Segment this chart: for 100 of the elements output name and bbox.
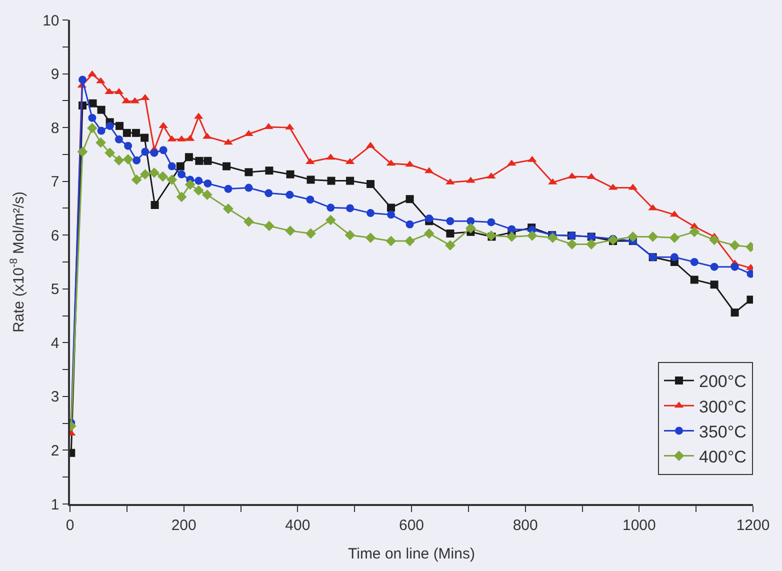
- legend-label: 300°C: [699, 397, 746, 416]
- point: [77, 146, 88, 157]
- point: [97, 106, 106, 114]
- point: [114, 155, 124, 166]
- point: [346, 176, 354, 185]
- point: [88, 99, 97, 108]
- point: [466, 217, 475, 226]
- point: [710, 262, 718, 271]
- x-tick-label: 0: [66, 516, 74, 534]
- point: [176, 192, 187, 202]
- y-tick-label: 9: [50, 66, 60, 84]
- x-tick-label: 1000: [622, 516, 656, 534]
- point: [158, 171, 168, 182]
- point: [730, 240, 740, 251]
- y-tick-label: 3: [50, 388, 60, 406]
- point: [526, 230, 538, 241]
- point: [709, 234, 720, 246]
- point: [122, 128, 131, 137]
- point: [286, 170, 294, 178]
- point: [244, 216, 254, 227]
- point: [204, 179, 212, 188]
- point: [586, 239, 597, 250]
- point: [96, 137, 106, 148]
- legend-label: 350°C: [699, 422, 746, 442]
- point: [424, 228, 434, 239]
- point: [365, 232, 376, 243]
- point: [306, 196, 314, 204]
- point: [608, 234, 618, 246]
- point: [140, 169, 150, 180]
- y-tick-label: 4: [50, 334, 60, 352]
- y-tick-label: 1: [50, 496, 60, 514]
- point: [149, 168, 160, 178]
- point: [244, 184, 253, 192]
- point: [132, 156, 141, 164]
- point: [87, 122, 98, 134]
- point: [689, 226, 700, 238]
- point: [184, 153, 193, 162]
- point: [445, 240, 456, 251]
- point: [166, 174, 178, 185]
- point: [222, 162, 231, 170]
- x-tick-label: 800: [512, 516, 538, 534]
- point: [730, 262, 739, 271]
- point: [404, 236, 415, 246]
- y-tick-label: 2: [50, 442, 60, 460]
- point: [690, 276, 698, 284]
- point: [97, 126, 106, 135]
- point: [730, 308, 739, 317]
- y-tick-label: 7: [50, 174, 60, 191]
- point: [325, 214, 336, 226]
- point: [306, 228, 316, 239]
- point: [285, 226, 296, 236]
- point: [140, 134, 149, 142]
- point: [116, 122, 124, 130]
- point: [286, 190, 294, 199]
- x-tick-label: 1200: [736, 516, 770, 534]
- point: [425, 214, 434, 222]
- point: [566, 239, 578, 250]
- point: [132, 128, 140, 137]
- point: [131, 174, 142, 185]
- point: [122, 154, 134, 164]
- point: [178, 170, 186, 178]
- legend-label: 200°C: [699, 372, 746, 392]
- x-axis-title: Time on line (Mins): [348, 545, 475, 562]
- point: [366, 209, 375, 218]
- point: [387, 204, 396, 212]
- point: [194, 176, 203, 185]
- point: [193, 185, 204, 196]
- x-tick-label: 200: [171, 516, 196, 534]
- point: [106, 122, 114, 130]
- point: [202, 190, 212, 200]
- point: [344, 230, 356, 240]
- point: [710, 280, 718, 289]
- point: [176, 162, 184, 170]
- point: [446, 230, 454, 238]
- x-tick-label: 400: [285, 516, 310, 534]
- point: [141, 148, 150, 156]
- y-tick-label: 6: [50, 227, 60, 244]
- point: [306, 176, 315, 184]
- point: [244, 168, 253, 176]
- point: [264, 189, 273, 198]
- point: [327, 176, 336, 185]
- point: [326, 204, 335, 212]
- point: [184, 179, 196, 190]
- y-tick-label: 10: [42, 12, 60, 30]
- point: [104, 148, 116, 158]
- point: [114, 135, 123, 144]
- point: [168, 162, 176, 170]
- legend-label: 400°C: [699, 447, 746, 466]
- point: [124, 142, 132, 150]
- point: [264, 220, 274, 232]
- point: [406, 220, 414, 228]
- x-tick-label: 600: [398, 516, 424, 534]
- point: [346, 204, 354, 212]
- point: [150, 201, 159, 209]
- point: [387, 210, 396, 219]
- point: [406, 195, 414, 204]
- point: [547, 232, 558, 243]
- point: [506, 232, 517, 242]
- point: [628, 232, 638, 242]
- point: [670, 253, 678, 262]
